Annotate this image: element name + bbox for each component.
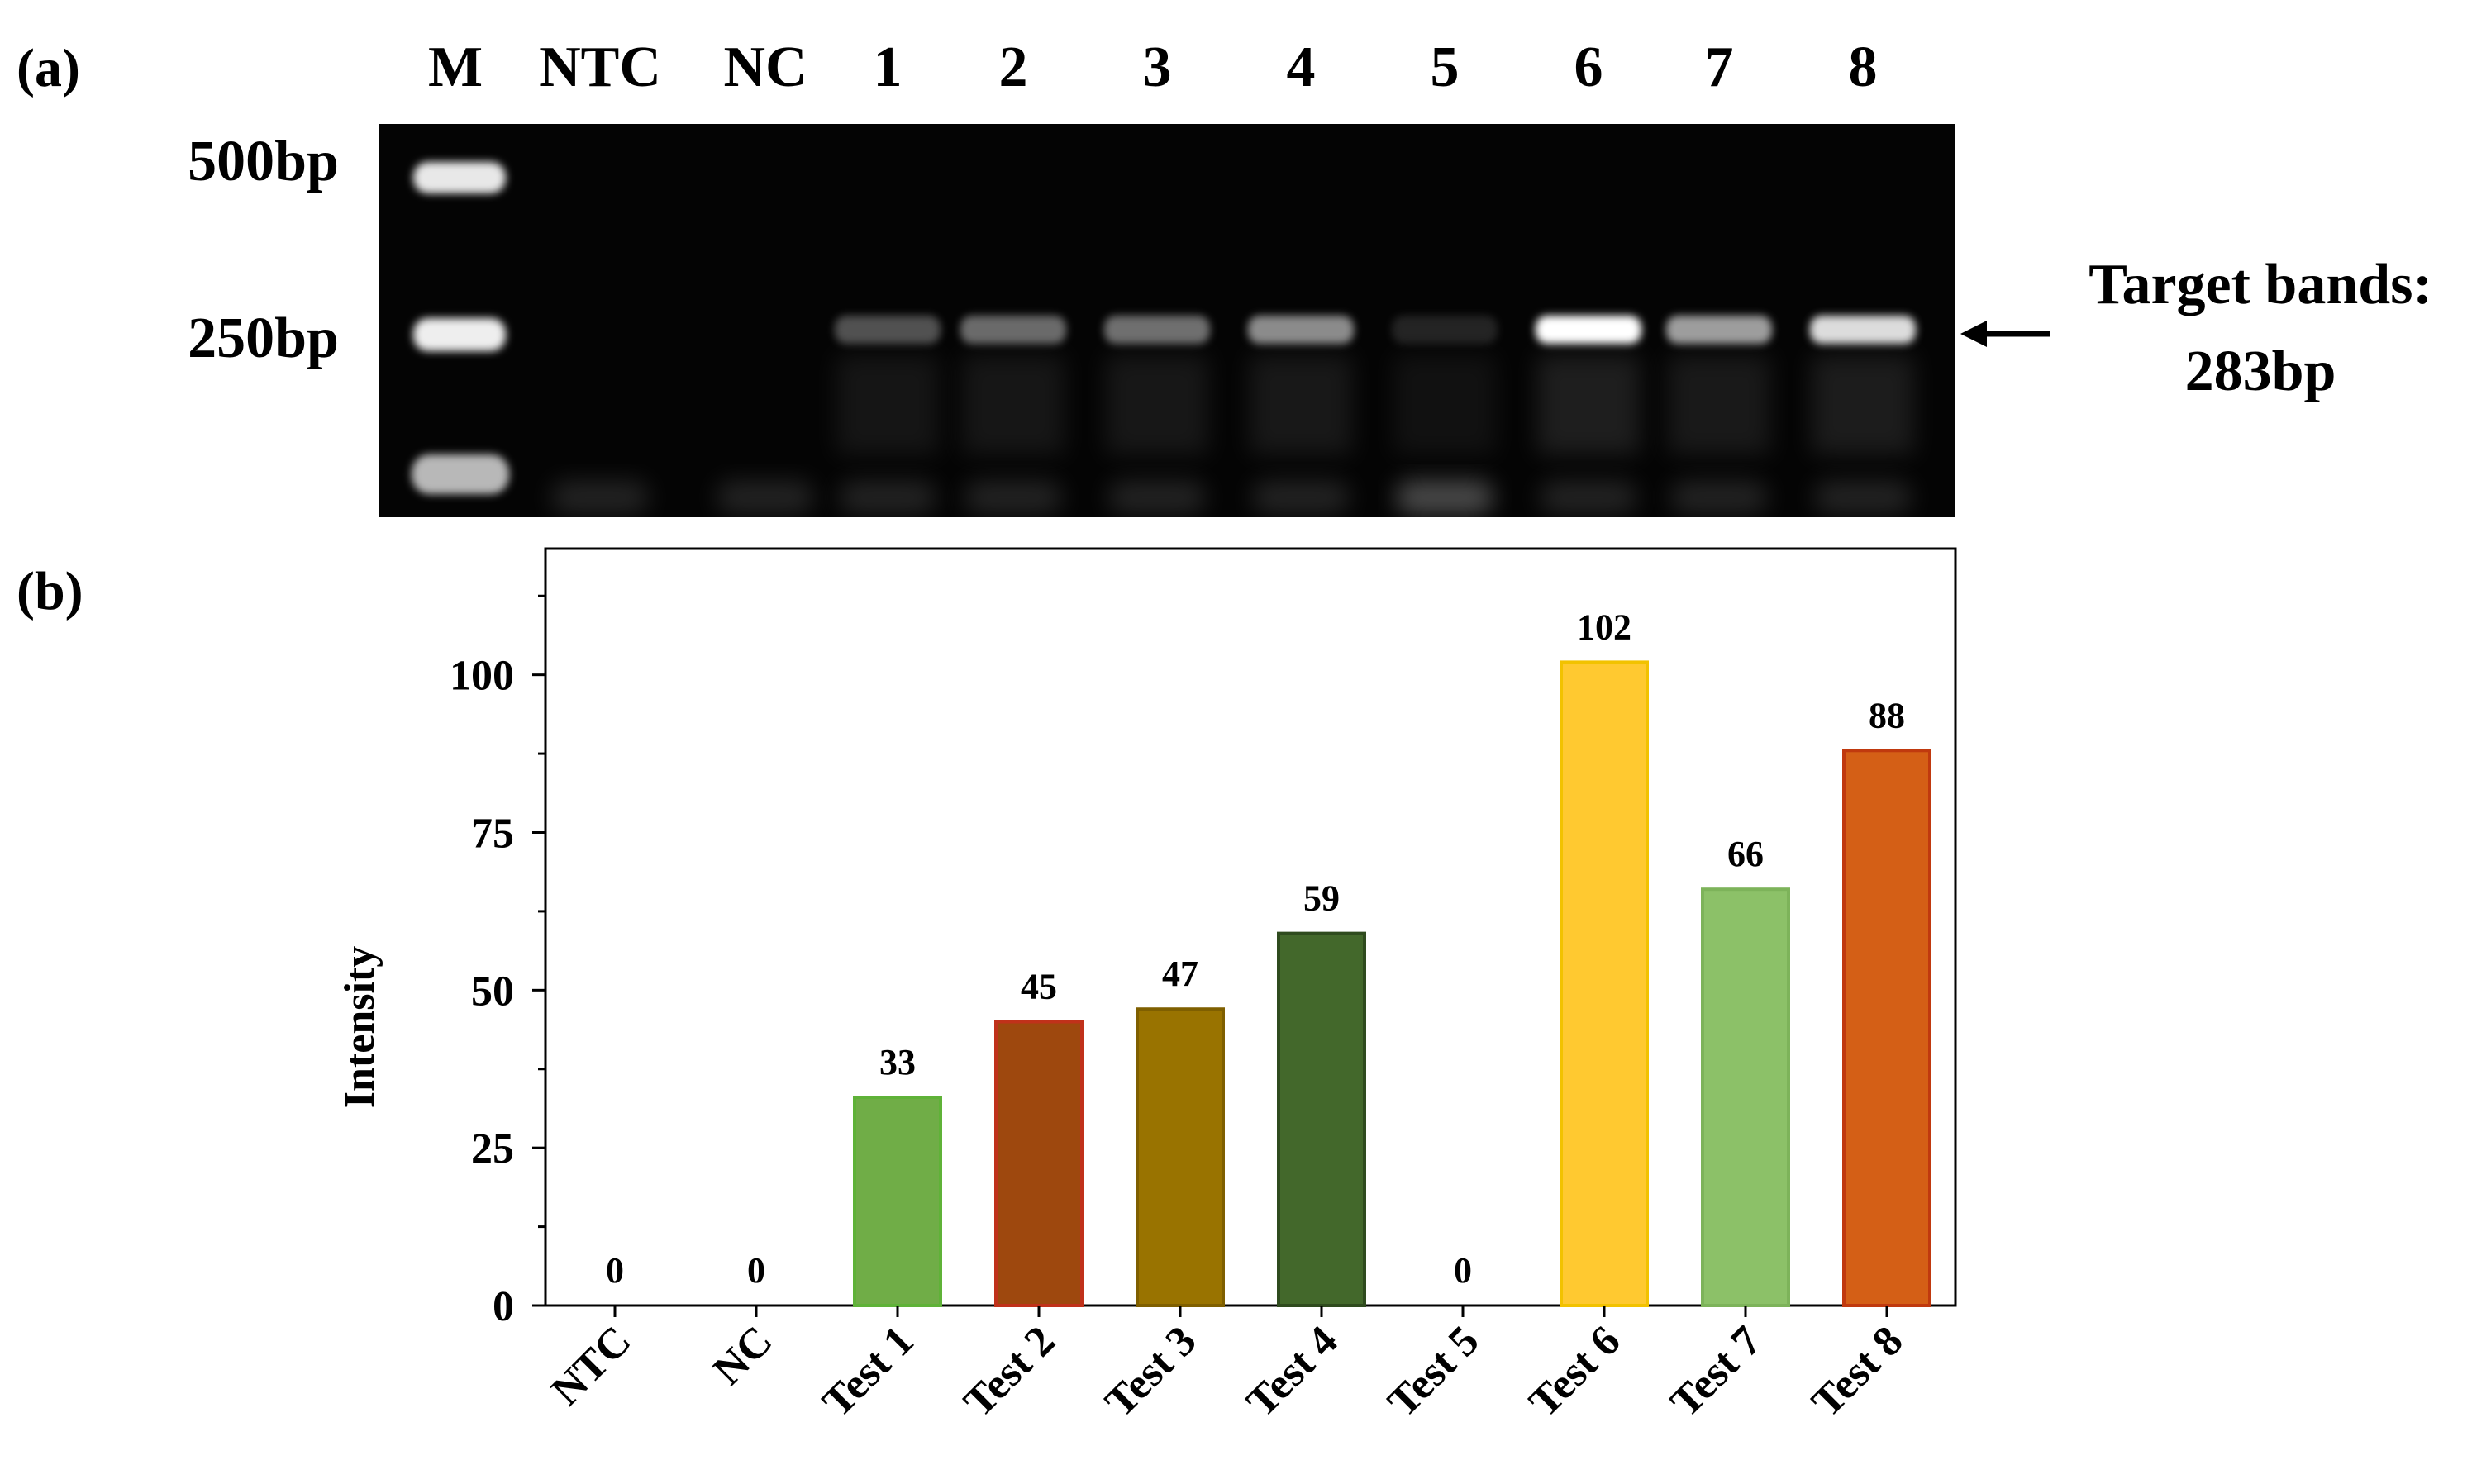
bar-chart-panel: (b) 0 25 50 75 100 0 NTC 0 NC 33 Test 1 45 Test 2 47 T… [17, 547, 1957, 1426]
lane-bottom-glow [717, 481, 813, 514]
lane-bottom-glow [552, 481, 648, 514]
lane-smear [1537, 355, 1640, 454]
x-category-label: Test 3 [1097, 1317, 1206, 1426]
bar [1136, 1007, 1225, 1307]
x-category-label: Test 6 [1521, 1317, 1630, 1426]
lane-labels: NTC NC 1 2 3 4 5 6 7 8 [539, 36, 1877, 99]
lane-label: NC [723, 36, 807, 99]
plot-frame [544, 547, 1957, 1307]
lane-label: 6 [1574, 36, 1603, 99]
x-category-label: Test 1 [814, 1317, 923, 1426]
ladder-band-500bp [413, 162, 506, 193]
panel-a-label: (a) [17, 38, 80, 98]
ladder-label-250bp: 250bp [188, 307, 339, 370]
lane-label: 1 [874, 36, 903, 99]
lane-smear [1668, 355, 1770, 454]
lane-smear [962, 355, 1065, 454]
lane-bottom-glow [965, 481, 1061, 514]
y-tick-label: 25 [471, 1125, 514, 1172]
lane-label: 8 [1849, 36, 1878, 99]
lane-bottom-glow [1253, 481, 1349, 514]
bar [1277, 931, 1366, 1307]
lane-bottom-glow [1397, 481, 1493, 514]
lane-bottom-glow [840, 481, 936, 514]
lane-smear [1250, 355, 1352, 454]
target-label-line2: 283bp [2185, 340, 2336, 403]
target-arrow-icon [1960, 321, 2050, 347]
lane-label: 7 [1705, 36, 1734, 99]
bar [1560, 660, 1649, 1307]
ladder-bands [412, 162, 509, 494]
gel-panel: (a) M NTC NC 1 2 3 4 5 6 7 8 500bp 250bp Target b… [17, 36, 2432, 517]
x-category-label: Test 2 [955, 1317, 1065, 1426]
lane-bottom-glow [1671, 481, 1767, 514]
x-category-label: Test 4 [1238, 1317, 1347, 1426]
lane-bottom-glow [1815, 481, 1911, 514]
bar [1701, 887, 1790, 1307]
x-category-label: Test 5 [1379, 1317, 1488, 1426]
lane-smear [1393, 355, 1496, 454]
lane-smear [836, 355, 939, 454]
target-band [960, 316, 1066, 344]
ladder-band-low [412, 454, 509, 494]
lane-label: 3 [1143, 36, 1172, 99]
y-axis-title: Intensity [336, 946, 383, 1108]
y-tick-label: 0 [493, 1283, 514, 1330]
y-tick-label: 100 [450, 653, 514, 700]
lane-bottom-glow [1541, 481, 1636, 514]
target-label-line1: Target bands: [2089, 253, 2432, 316]
target-band [1810, 316, 1916, 344]
lane-bottom-glow [1109, 481, 1205, 514]
bar-data-label: 66 [1727, 834, 1764, 874]
x-category-label: NC [704, 1317, 781, 1394]
bar [853, 1096, 942, 1307]
target-band [1666, 316, 1772, 344]
y-tick-label: 50 [471, 968, 514, 1015]
x-category-label: NTC [543, 1317, 641, 1415]
sample-bands [552, 316, 1916, 514]
lane-label: 2 [999, 36, 1028, 99]
ladder-band-250bp [413, 318, 506, 351]
bar-chart: 0 25 50 75 100 0 NTC 0 NC 33 Test 1 45 Test 2 47 Test … [450, 547, 1957, 1426]
bar-data-label: 47 [1162, 954, 1198, 994]
x-category-label: Test 8 [1803, 1317, 1912, 1426]
target-band [1536, 316, 1641, 344]
panel-b-label: (b) [17, 561, 83, 621]
bar-data-label: 0 [606, 1250, 624, 1291]
lane-smear [1812, 355, 1914, 454]
lane-label-marker: M [428, 36, 483, 99]
bar [994, 1020, 1084, 1307]
bar-data-label: 102 [1577, 606, 1631, 647]
bar-data-label: 88 [1869, 695, 1905, 735]
x-category-label: Test 7 [1662, 1317, 1771, 1426]
bar-data-label: 0 [747, 1250, 765, 1291]
lane-smear [1106, 355, 1208, 454]
target-band [1104, 316, 1210, 344]
target-band [1248, 316, 1354, 344]
target-band [835, 316, 941, 344]
lane-label: 5 [1431, 36, 1460, 99]
bar-data-label: 59 [1303, 878, 1340, 919]
lane-label: NTC [539, 36, 661, 99]
y-tick-label: 75 [471, 811, 514, 858]
bar-data-label: 45 [1021, 967, 1057, 1007]
bar-data-label: 33 [879, 1042, 916, 1082]
ladder-label-500bp: 500bp [188, 130, 339, 193]
bar [1842, 749, 1931, 1307]
bar-data-label: 0 [1454, 1250, 1472, 1291]
lane-label: 4 [1287, 36, 1316, 99]
target-band [1392, 316, 1498, 344]
